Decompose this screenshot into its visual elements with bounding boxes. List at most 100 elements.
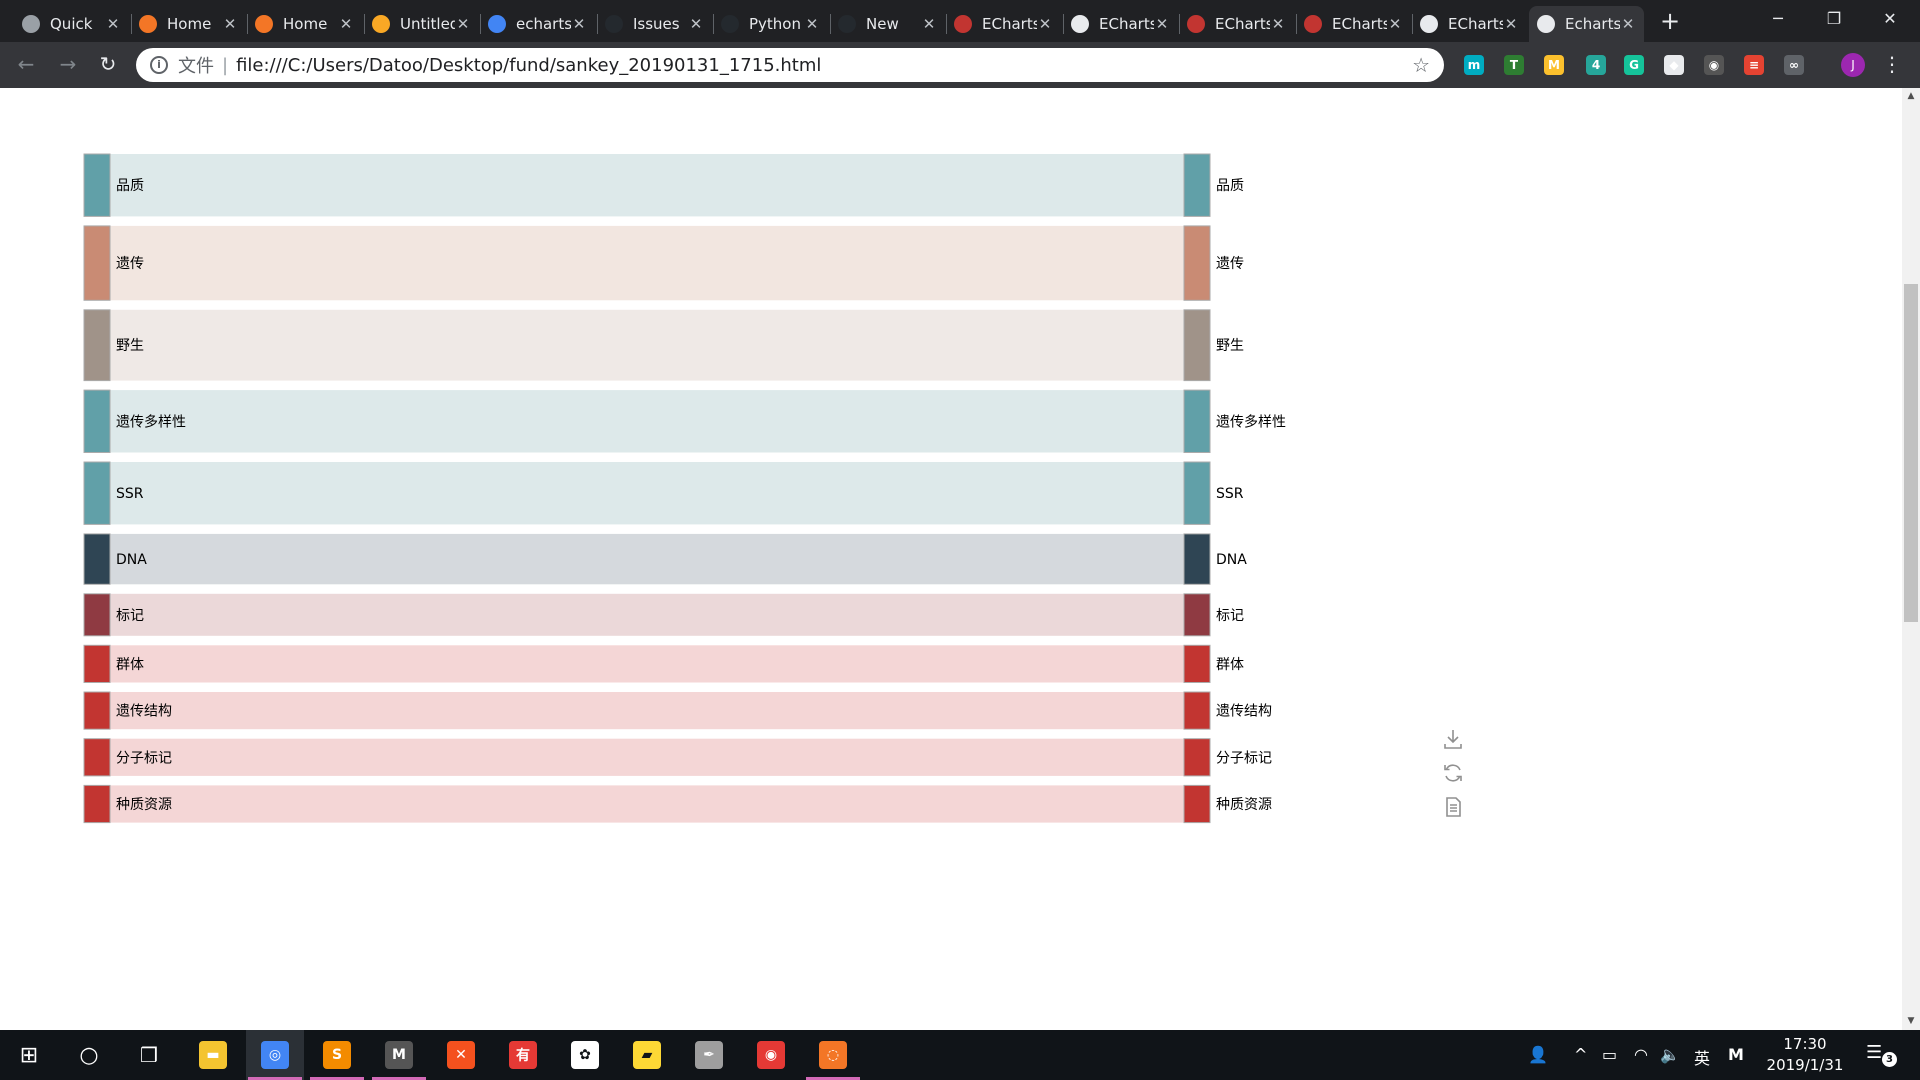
tab-close-icon[interactable]: ✕ xyxy=(689,15,703,33)
sankey-target-node[interactable] xyxy=(1183,309,1211,382)
ring-extension-icon[interactable]: ◉ xyxy=(1704,55,1724,75)
chrome-menu-button[interactable]: ⋮ xyxy=(1882,51,1902,79)
todoist-extension-icon[interactable]: ≡ xyxy=(1744,55,1764,75)
glasses-extension-icon[interactable]: ∞ xyxy=(1784,55,1804,75)
browser-tab[interactable]: ECharts ✕ xyxy=(1412,6,1527,42)
sublime-text-taskbar-button[interactable]: S xyxy=(308,1030,366,1080)
reload-button[interactable]: ↻ xyxy=(92,49,124,81)
sankey-target-node[interactable] xyxy=(1183,153,1211,217)
sankey-target-node[interactable] xyxy=(1183,389,1211,454)
xmind-taskbar-button[interactable]: ✕ xyxy=(432,1030,490,1080)
close-window-button[interactable]: ✕ xyxy=(1883,9,1897,28)
sankey-target-node[interactable] xyxy=(1183,225,1211,301)
pen-app-taskbar-button[interactable]: ✒ xyxy=(680,1030,738,1080)
tab-close-icon[interactable]: ✕ xyxy=(572,15,586,33)
sticky-notes-taskbar-button[interactable]: ▰ xyxy=(618,1030,676,1080)
netease-music-taskbar-button[interactable]: ◉ xyxy=(742,1030,800,1080)
chrome-taskbar-button[interactable]: ◎ xyxy=(246,1030,304,1080)
sankey-target-node[interactable] xyxy=(1183,533,1211,585)
sankey-source-node[interactable] xyxy=(83,691,111,730)
tab-close-icon[interactable]: ✕ xyxy=(1038,15,1052,33)
tab-close-icon[interactable]: ✕ xyxy=(1271,15,1285,33)
youdao-dict-taskbar-button[interactable]: 有 xyxy=(494,1030,552,1080)
wifi-icon[interactable]: ◠ xyxy=(1634,1045,1648,1064)
grammarly-extension-icon[interactable]: G xyxy=(1624,55,1644,75)
profile-avatar[interactable]: J xyxy=(1841,53,1865,77)
sankey-source-node[interactable] xyxy=(83,389,111,454)
ime-language-indicator[interactable]: 英 xyxy=(1694,1049,1711,1068)
scroll-thumb[interactable] xyxy=(1904,284,1918,622)
sankey-target-node[interactable] xyxy=(1183,691,1211,730)
tab-close-icon[interactable]: ✕ xyxy=(1155,15,1169,33)
browser-tab[interactable]: Quick ✕ xyxy=(14,6,129,42)
sankey-source-node[interactable] xyxy=(83,461,111,525)
forward-button[interactable]: → xyxy=(52,49,84,81)
browser-tab[interactable]: Untitled ✕ xyxy=(364,6,479,42)
data-view-icon[interactable] xyxy=(1440,794,1466,820)
sankey-link[interactable] xyxy=(110,738,1184,776)
people-icon[interactable]: 👤 xyxy=(1528,1045,1548,1064)
tab-close-icon[interactable]: ✕ xyxy=(1621,15,1635,33)
volume-icon[interactable]: 🔈 xyxy=(1660,1045,1680,1064)
sankey-link[interactable] xyxy=(110,785,1184,823)
markdown-editor-taskbar-button[interactable]: M xyxy=(370,1030,428,1080)
tab-close-icon[interactable]: ✕ xyxy=(339,15,353,33)
sankey-link[interactable] xyxy=(110,692,1184,730)
browser-tab[interactable]: echarts ✕ xyxy=(480,6,595,42)
browser-tab[interactable]: New ✕ xyxy=(830,6,945,42)
system-clock[interactable]: 17:30 2019/1/31 xyxy=(1760,1034,1850,1076)
browser-tab[interactable]: ECharts ✕ xyxy=(946,6,1061,42)
sankey-source-node[interactable] xyxy=(83,644,111,683)
sankey-source-node[interactable] xyxy=(83,309,111,382)
sankey-link[interactable] xyxy=(110,533,1184,585)
sankey-target-node[interactable] xyxy=(1183,593,1211,637)
tab-close-icon[interactable]: ✕ xyxy=(106,15,120,33)
browser-tab[interactable]: Issues ✕ xyxy=(597,6,712,42)
sankey-link[interactable] xyxy=(110,645,1184,683)
sankey-target-node[interactable] xyxy=(1183,644,1211,683)
browser-tab[interactable]: ECharts ✕ xyxy=(1296,6,1411,42)
restore-icon[interactable] xyxy=(1440,760,1466,786)
sankey-target-node[interactable] xyxy=(1183,784,1211,824)
sankey-source-node[interactable] xyxy=(83,533,111,585)
badge-extension-icon[interactable]: 4 xyxy=(1586,55,1606,75)
battery-icon[interactable]: ▭ xyxy=(1602,1045,1618,1064)
sankey-source-node[interactable] xyxy=(83,784,111,824)
sankey-target-node[interactable] xyxy=(1183,461,1211,525)
scroll-down-arrow-icon[interactable]: ▼ xyxy=(1907,1016,1915,1026)
tab-close-icon[interactable]: ✕ xyxy=(223,15,237,33)
diamond-extension-icon[interactable]: ◆ xyxy=(1664,55,1684,75)
sankey-target-node[interactable] xyxy=(1183,738,1211,777)
sankey-link[interactable] xyxy=(110,593,1184,636)
tab-close-icon[interactable]: ✕ xyxy=(456,15,470,33)
save-as-image-icon[interactable] xyxy=(1440,726,1466,752)
ime-mode-indicator[interactable]: M xyxy=(1728,1045,1744,1064)
start-button[interactable]: ⊞ xyxy=(0,1030,58,1080)
sankey-link[interactable] xyxy=(110,154,1184,217)
tray-chevron-icon[interactable]: ^ xyxy=(1574,1045,1588,1064)
back-button[interactable]: ← xyxy=(10,49,42,81)
tab-close-icon[interactable]: ✕ xyxy=(1504,15,1518,33)
browser-tab[interactable]: ECharts ✕ xyxy=(1063,6,1178,42)
sankey-link[interactable] xyxy=(110,390,1184,453)
scroll-up-arrow-icon[interactable]: ▲ xyxy=(1907,91,1915,101)
sankey-link[interactable] xyxy=(110,225,1184,301)
maximize-window-button[interactable]: ❐ xyxy=(1826,9,1842,28)
search-button[interactable]: ○ xyxy=(60,1030,118,1080)
tab-close-icon[interactable]: ✕ xyxy=(922,15,936,33)
site-info-icon[interactable]: i xyxy=(150,56,168,74)
browser-tab[interactable]: Echarts ✕ xyxy=(1529,6,1644,42)
tab-close-icon[interactable]: ✕ xyxy=(1388,15,1402,33)
url-text[interactable]: file:///C:/Users/Datoo/Desktop/fund/sank… xyxy=(236,54,822,76)
sankey-link[interactable] xyxy=(110,309,1184,381)
bookmark-star-icon[interactable]: ☆ xyxy=(1412,53,1430,77)
address-bar[interactable]: i 文件 | file:///C:/Users/Datoo/Desktop/fu… xyxy=(136,48,1444,82)
tab-close-icon[interactable]: ✕ xyxy=(805,15,819,33)
t-extension-icon[interactable]: T xyxy=(1504,55,1524,75)
sankey-source-node[interactable] xyxy=(83,153,111,217)
file-explorer-taskbar-button[interactable]: ▬ xyxy=(184,1030,242,1080)
task-view-button[interactable]: ❒ xyxy=(120,1030,178,1080)
action-center-button[interactable]: ☰ 3 xyxy=(1866,1042,1897,1068)
sankey-link[interactable] xyxy=(110,462,1184,525)
